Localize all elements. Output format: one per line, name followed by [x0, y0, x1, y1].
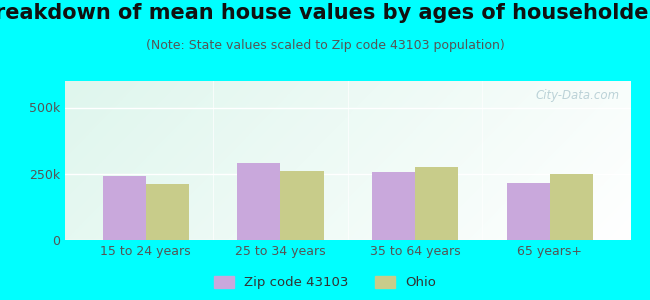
Text: City-Data.com: City-Data.com	[535, 89, 619, 102]
Bar	[550, 174, 593, 240]
Bar	[146, 184, 189, 240]
Bar	[415, 167, 458, 240]
Bar	[237, 163, 280, 240]
Bar	[372, 172, 415, 240]
Legend: Zip code 43103, Ohio: Zip code 43103, Ohio	[210, 272, 440, 293]
Bar	[280, 171, 324, 240]
Text: Breakdown of mean house values by ages of householders: Breakdown of mean house values by ages o…	[0, 3, 650, 23]
Bar	[103, 176, 146, 240]
Text: (Note: State values scaled to Zip code 43103 population): (Note: State values scaled to Zip code 4…	[146, 39, 504, 52]
Bar	[506, 183, 550, 240]
